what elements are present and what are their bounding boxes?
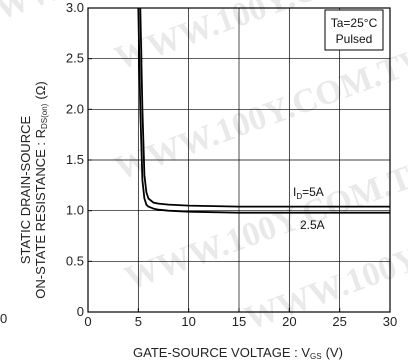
y-axis-title-line-2: ON-STATE RESISTANCE : RDS(on)(Ω)	[33, 81, 49, 298]
series-line-0	[139, 7, 390, 208]
stray-corner-label: 0	[0, 311, 7, 326]
series-label-2-5a: 2.5A	[300, 218, 325, 232]
x-tick-label: 25	[332, 314, 346, 329]
x-tick-label: 5	[135, 314, 142, 329]
grid-lines	[88, 8, 390, 312]
x-tick-label: 20	[282, 314, 296, 329]
series-layer	[137, 7, 390, 214]
y-tick-label: 1.5	[66, 152, 84, 167]
series-line-1	[137, 7, 390, 214]
y-tick-label: 3.0	[66, 0, 84, 15]
y-tick-label: 0.5	[66, 253, 84, 268]
tick-layer: 0 5 10 15 20 25 30 0 0.5 1.0 1.5 2.0 2.5 3.0	[66, 0, 397, 329]
watermark-layer: WWW.100Y.COM.TWWWW.100Y.COM.TWWWW.100Y.C…	[0, 0, 408, 338]
x-tick-label: 30	[383, 314, 397, 329]
legend-line-1: Ta=25°C	[331, 16, 378, 30]
x-tick-label: 10	[181, 314, 195, 329]
y-axis-title: STATIC DRAIN-SOURCE ON-STATE RESISTANCE …	[18, 81, 49, 298]
x-tick-label: 15	[232, 314, 246, 329]
legend-line-2: Pulsed	[336, 32, 373, 46]
legend-box: Ta=25°C Pulsed	[324, 9, 384, 51]
y-tick-label: 0	[77, 304, 84, 319]
x-tick-label: 0	[84, 314, 91, 329]
y-tick-label: 2.5	[66, 51, 84, 66]
x-axis-title: GATE-SOURCE VOLTAGE : VGS (V)	[133, 345, 343, 361]
y-tick-label: 1.0	[66, 203, 84, 218]
y-axis-title-line-1: STATIC DRAIN-SOURCE	[18, 116, 33, 265]
y-tick-label: 2.0	[66, 101, 84, 116]
series-label-5a: ID=5A	[293, 185, 324, 201]
